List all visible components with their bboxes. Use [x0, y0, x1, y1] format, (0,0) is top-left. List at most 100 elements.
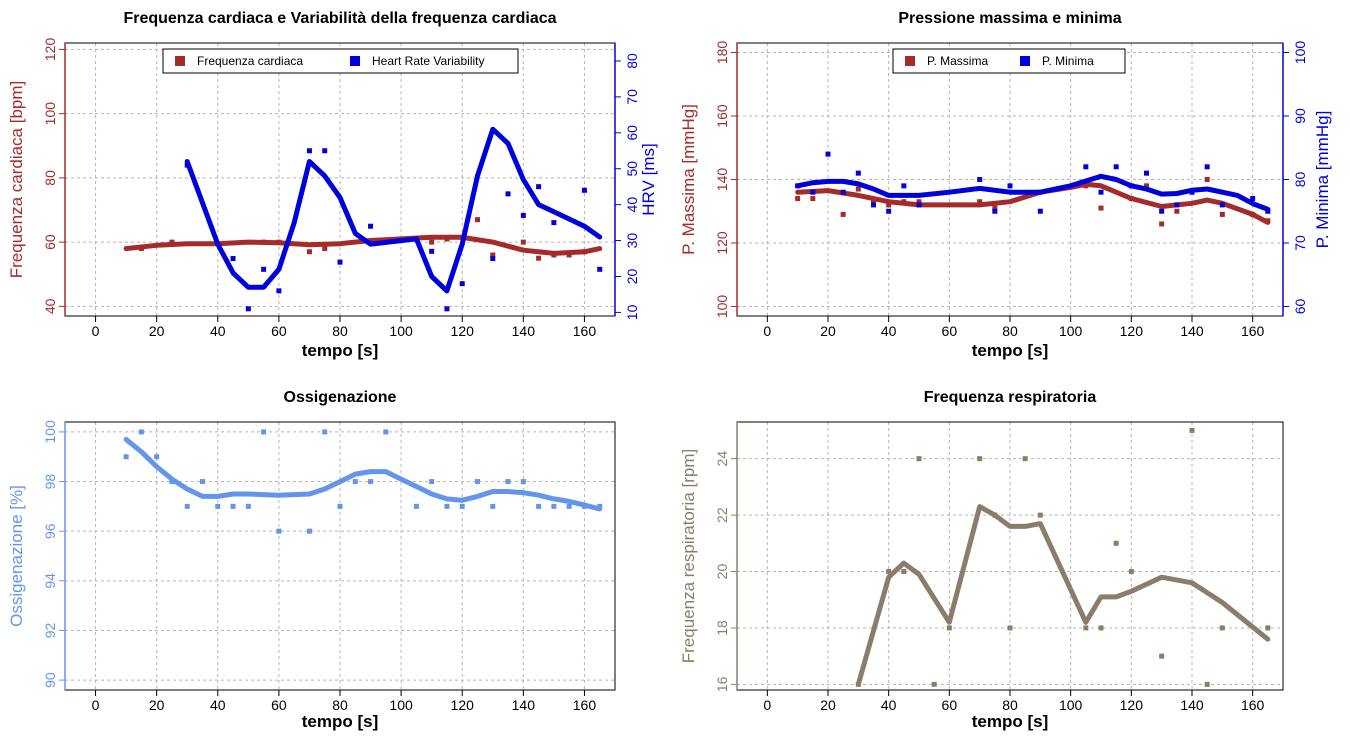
series-1-point: [352, 479, 358, 485]
series-1-point: [368, 479, 374, 485]
series-1-point: [413, 503, 419, 509]
series-2-point: [840, 189, 846, 195]
chart-title: Frequenza cardiaca e Variabilità della f…: [123, 10, 556, 27]
x-tick-label: 120: [451, 697, 475, 713]
legend-box: [162, 48, 519, 74]
x-tick-label: 40: [210, 697, 226, 713]
chart-3: Ossigenazione 0 20 40 60 80 100 120 140 160 90 92 94…: [7, 389, 616, 731]
legend-label: Frequenza cardiaca: [197, 54, 303, 68]
series-1-point: [383, 429, 389, 435]
legend-swatch: [1020, 56, 1030, 66]
chart-2: Pressione massima e minima 0 20 40 60 80 100 12…: [679, 10, 1332, 360]
series-1-point: [931, 681, 937, 687]
series-2-point: [855, 170, 861, 176]
x-tick-label: 0: [92, 323, 100, 339]
series-2-point: [322, 148, 328, 154]
series-2-point: [1219, 202, 1225, 208]
series-2-point: [1037, 208, 1043, 214]
plot-frame: [64, 42, 616, 317]
series-1-point: [855, 186, 861, 192]
series-2-point: [977, 177, 983, 182]
series-1-point: [1144, 183, 1149, 189]
series-1-point: [1128, 569, 1134, 575]
x-tick-label: 160: [573, 323, 597, 339]
series-1-point: [475, 217, 480, 223]
series-1-point: [1159, 653, 1165, 659]
series-1-point: [946, 625, 952, 631]
series-2-point: [810, 189, 816, 195]
y-axis-label: Frequenza respiratoria [rpm]: [679, 449, 698, 663]
y-tick-label: 120: [42, 38, 58, 62]
series-1-point: [429, 479, 435, 485]
y2-axis-label: P. Minima [mmHg]: [1313, 111, 1332, 249]
x-tick-label: 80: [1002, 697, 1018, 713]
series-1-point: [886, 569, 892, 575]
y-tick-label: 92: [42, 622, 58, 638]
series-1-point: [1219, 211, 1225, 217]
x-tick-label: 140: [1180, 323, 1204, 339]
x-tick-label: 160: [1241, 323, 1265, 339]
series-1-point: [536, 255, 542, 261]
x-tick-label: 40: [210, 323, 226, 339]
y2-tick-label: 70: [624, 89, 640, 105]
legend: Frequenza cardiaca Heart Rate Variability: [162, 48, 519, 74]
y2-tick-label: 10: [624, 304, 640, 320]
x-tick-label: 60: [271, 323, 287, 339]
y-tick-label: 40: [42, 298, 58, 314]
legend-swatch: [175, 56, 185, 66]
x-tick-label: 20: [149, 323, 165, 339]
y-tick-label: 160: [714, 104, 730, 128]
series-2-point: [444, 306, 450, 312]
series-1-point: [1174, 208, 1180, 214]
series-2-point: [306, 148, 312, 154]
series-1-point: [306, 528, 312, 534]
x-tick-label: 80: [1002, 323, 1018, 339]
series-1-line: [123, 234, 603, 256]
y-tick-label: 60: [42, 234, 58, 250]
y-axis-label: Frequenza cardiaca [bpm]: [7, 81, 26, 279]
x-tick-label: 120: [1120, 697, 1144, 713]
series-1-point: [200, 479, 205, 485]
series-2-point: [551, 220, 557, 226]
series-2-point: [261, 266, 267, 272]
y2-tick-label: 50: [624, 161, 640, 177]
y-tick-label: 120: [714, 231, 730, 255]
x-tick-label: 80: [332, 323, 348, 339]
x-tick-label: 60: [942, 697, 958, 713]
series-1-point: [977, 199, 983, 205]
series-2-point: [1144, 170, 1149, 176]
series-1-point: [1037, 512, 1043, 518]
series-1-point: [916, 199, 922, 205]
y-tick-label: 24: [714, 451, 730, 467]
chart-title: Frequenza respiratoria: [924, 389, 1097, 406]
series-2-point: [245, 306, 251, 312]
chart-4: Frequenza respiratoria 0 20 40 60 80 100 120 140…: [679, 389, 1284, 731]
series-1-point: [429, 239, 435, 245]
series-1-point: [795, 196, 801, 202]
series-1-point: [459, 503, 465, 509]
series-1-point: [1098, 625, 1104, 631]
series-2-point: [490, 256, 496, 262]
series-1-point: [840, 211, 846, 217]
y-tick-label: 180: [714, 41, 730, 65]
x-axis-label: tempo [s]: [972, 712, 1049, 731]
series-2-point: [886, 208, 892, 214]
x-tick-label: 20: [820, 697, 836, 713]
series-1-point: [261, 429, 267, 435]
x-tick-label: 160: [1241, 697, 1265, 713]
series-2-point: [459, 281, 465, 287]
series-1-point: [1113, 540, 1119, 546]
series-1-point: [1083, 625, 1089, 631]
series-1-point: [1007, 625, 1013, 631]
y-tick-label: 94: [42, 573, 58, 589]
series-1-point: [1204, 681, 1210, 687]
y2-tick-label: 60: [1292, 298, 1308, 314]
series-2-point: [536, 184, 542, 190]
y2-axis-label: HRV [ms]: [639, 143, 658, 215]
x-tick-label: 140: [512, 697, 536, 713]
chart-title: Pressione massima e minima: [898, 10, 1121, 27]
y2-tick-label: 90: [1292, 108, 1308, 124]
x-tick-label: 120: [451, 323, 475, 339]
x-tick-label: 100: [1059, 697, 1083, 713]
series-1-point: [245, 503, 251, 509]
